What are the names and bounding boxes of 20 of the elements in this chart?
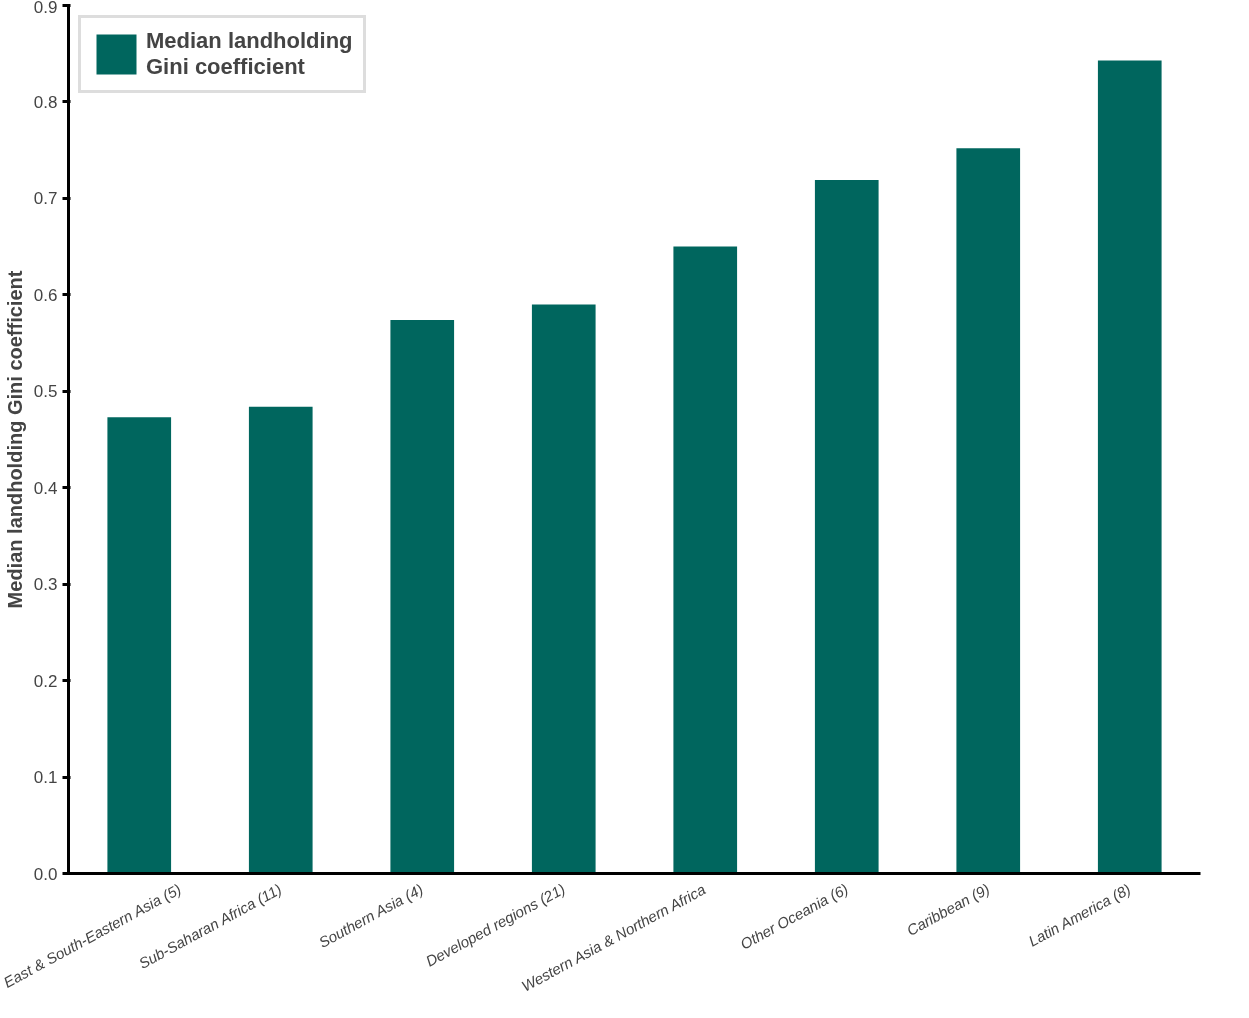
y-tick-label: 0.2 <box>33 671 58 691</box>
bar <box>1097 60 1162 874</box>
bar <box>390 319 455 874</box>
y-tick-label: 0.4 <box>33 478 58 498</box>
y-axis-title: Median landholding Gini coefficient <box>3 270 26 609</box>
bar <box>107 417 172 874</box>
bar <box>531 304 596 874</box>
y-tick-label: 0.6 <box>33 285 58 305</box>
bar <box>814 180 879 874</box>
bar <box>673 246 738 874</box>
y-tick-label: 0.1 <box>33 768 58 788</box>
y-tick-label: 0.7 <box>33 189 58 209</box>
y-tick-label: 0.5 <box>33 382 58 402</box>
bar <box>248 406 313 874</box>
y-tick-label: 0.9 <box>33 0 58 17</box>
y-tick-label: 0.8 <box>33 92 58 112</box>
y-tick-label: 0.3 <box>33 575 58 595</box>
y-tick-label: 0.0 <box>33 864 58 884</box>
bar <box>956 148 1021 874</box>
legend-label: Median landholding Gini coefficient <box>146 28 353 80</box>
